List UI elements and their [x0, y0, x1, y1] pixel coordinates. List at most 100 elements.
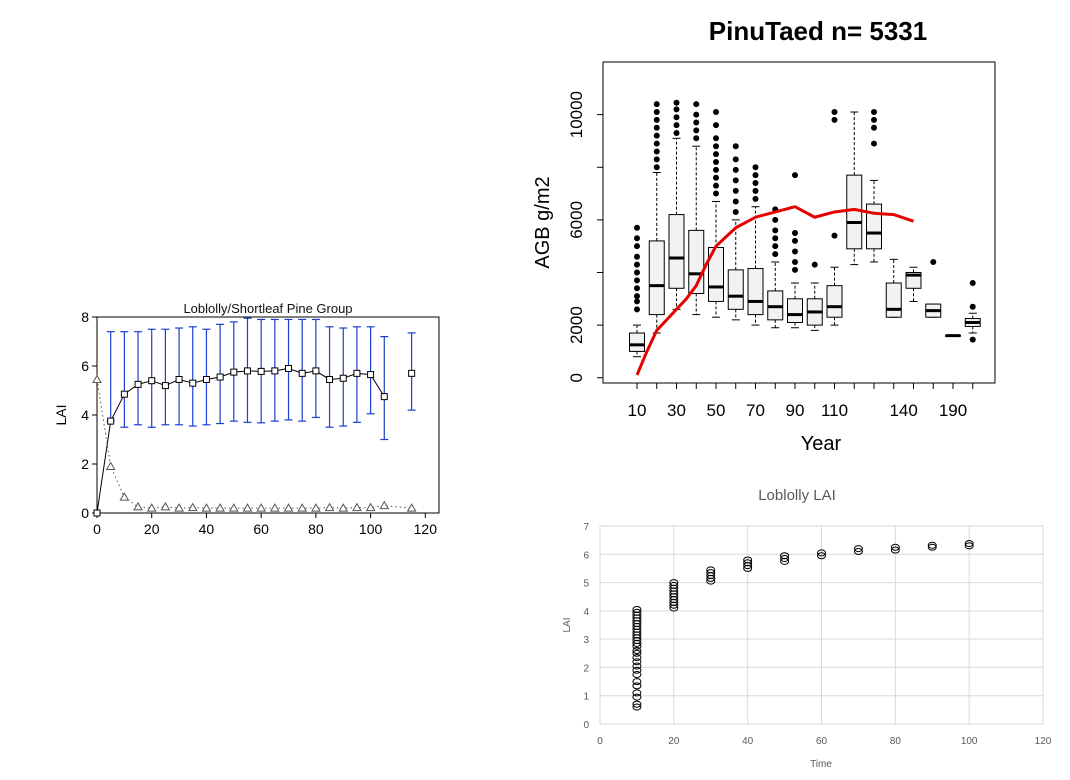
- chart-1-frame: [96, 316, 440, 514]
- chart-1-point: [257, 367, 265, 375]
- chart-2-xtick-label: 140: [889, 401, 917, 420]
- chart-1-point: [215, 503, 225, 512]
- chart-1-point: [92, 374, 102, 383]
- chart-1-point: [311, 503, 321, 512]
- chart-2-outlier: [871, 140, 877, 147]
- chart-3-ytick-label: 7: [583, 522, 589, 533]
- chart-1-point: [312, 367, 320, 375]
- chart-1-point: [93, 509, 101, 517]
- chart-3-point: [632, 608, 642, 616]
- chart-1-point: [352, 502, 362, 512]
- chart-2-box-body: [846, 174, 863, 250]
- chart-1-ytick-label: 4: [81, 407, 89, 423]
- chart-3-ytick-label: 3: [583, 635, 589, 646]
- chart-3-xtick-label: 120: [1035, 736, 1052, 747]
- chart-2-outlier: [732, 143, 739, 150]
- chart-3-xtick-label: 80: [890, 736, 902, 747]
- chart-2-box: [905, 266, 922, 302]
- chart-2-outlier: [713, 166, 719, 173]
- chart-2-outlier: [634, 277, 640, 284]
- chart-1-point: [298, 369, 306, 377]
- chart-2-outlier: [693, 127, 700, 134]
- chart-1-ytick-label: 8: [81, 309, 89, 325]
- chart-2-box: [648, 101, 665, 334]
- chart-2-outlier: [634, 285, 640, 292]
- chart-1-point: [297, 503, 308, 512]
- chart-1-ylabel: LAI: [53, 404, 69, 425]
- chart-2-outlier: [634, 261, 640, 268]
- chart-1-point: [380, 393, 388, 401]
- chart-2-box: [826, 108, 843, 326]
- chart-2-outlier: [713, 182, 719, 189]
- chart-2-box: [708, 108, 724, 318]
- chart-2-outlier: [653, 108, 660, 115]
- chart-1-xtick-label: 20: [144, 521, 160, 537]
- chart-2-outlier: [732, 198, 739, 205]
- chart-3-point: [964, 542, 974, 550]
- chart-3-point: [632, 678, 642, 686]
- chart-2-outlier: [634, 243, 640, 250]
- chart-1-series-line: [96, 367, 385, 514]
- chart-1-point: [146, 503, 157, 512]
- chart-1-point: [269, 503, 280, 512]
- chart-1-xtick-label: 40: [199, 521, 215, 537]
- chart-3-ytick-label: 1: [583, 692, 589, 703]
- chart-3-point: [780, 555, 790, 563]
- chart-2-xtick-label: 10: [628, 401, 647, 420]
- chart-2-outlier: [713, 122, 719, 129]
- chart-1-xtick-label: 100: [359, 521, 383, 537]
- chart-2-outlier: [713, 143, 719, 150]
- chart-2-box: [688, 101, 705, 316]
- chart-1-point: [256, 503, 267, 512]
- chart-2-outlier: [752, 195, 759, 202]
- chart-2-outlier: [713, 190, 719, 197]
- chart-2-outlier: [752, 172, 759, 179]
- chart-2-xtick-label: 70: [746, 401, 765, 420]
- chart-1-point: [119, 492, 130, 501]
- chart-3-ytick-label: 4: [583, 607, 589, 618]
- chart-1-point: [189, 379, 197, 387]
- chart-3-point: [853, 545, 863, 553]
- chart-2-outlier: [752, 187, 759, 194]
- chart-3-point: [632, 646, 642, 654]
- chart-2-outlier: [634, 293, 640, 300]
- chart-3-xtick-label: 60: [816, 736, 828, 747]
- chart-1-point: [353, 369, 361, 377]
- chart-1-point: [216, 373, 224, 381]
- chart-2-outlier: [792, 248, 798, 255]
- chart-2-outlier: [871, 124, 877, 131]
- chart-3-ytick-label: 5: [583, 579, 589, 590]
- chart-1-point: [324, 502, 335, 512]
- chart-1-point: [379, 500, 390, 510]
- chart-2-outlier: [792, 258, 798, 265]
- chart-2-box-body: [787, 298, 803, 323]
- chart-1-point: [283, 503, 294, 512]
- chart-1-point: [161, 382, 169, 390]
- chart-3-point: [706, 569, 716, 577]
- chart-3-xtick-label: 20: [668, 736, 680, 747]
- chart-2-outlier: [693, 101, 700, 108]
- chart-2-outlier: [930, 258, 937, 265]
- chart-1-point: [339, 374, 347, 382]
- chart-2-box: [727, 143, 744, 321]
- chart-1-title: Loblolly/Shortleaf Pine Group: [183, 301, 352, 316]
- chart-3-point: [927, 543, 937, 551]
- chart-2-outlier: [792, 230, 798, 237]
- chart-2-outlier: [772, 235, 779, 242]
- chart-2-outlier: [811, 261, 818, 268]
- chart-2-outlier: [693, 135, 700, 142]
- chart-1-point: [174, 503, 184, 512]
- chart-3-point: [817, 552, 826, 560]
- chart-3-point: [964, 540, 974, 548]
- chart-2-outlier: [772, 251, 779, 258]
- chart-2-outlier: [732, 156, 739, 163]
- chart-1-point: [242, 503, 253, 512]
- chart-2-outlier: [831, 108, 838, 115]
- chart-3-xlabel: Time: [810, 759, 832, 770]
- chart-1-point: [133, 501, 143, 511]
- chart-2-box-body: [629, 332, 645, 352]
- chart-2-box-body: [727, 269, 744, 310]
- chart-2-outlier: [673, 114, 680, 121]
